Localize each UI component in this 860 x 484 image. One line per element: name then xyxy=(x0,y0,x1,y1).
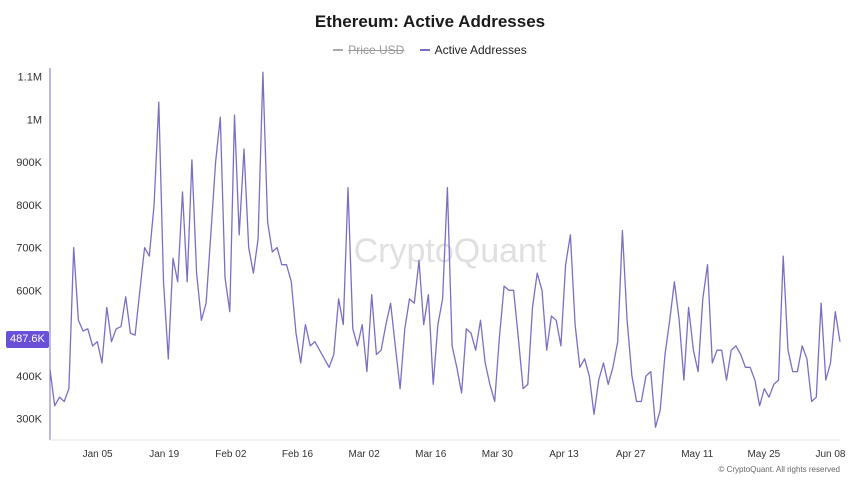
x-tick-label: May 25 xyxy=(747,449,780,460)
x-tick-label: Mar 02 xyxy=(349,449,381,460)
y-axis-ticks: 300K 400K 600K 700K 800K 900K 1M 1.1M xyxy=(16,72,42,426)
y-tick-label: 600K xyxy=(16,285,42,297)
x-tick-label: Feb 16 xyxy=(282,449,314,460)
y-tick-label: 800K xyxy=(16,200,42,212)
x-tick-label: Jan 05 xyxy=(83,449,113,460)
legend-label-active-addresses: Active Addresses xyxy=(434,43,527,57)
x-axis-ticks: Jan 05 Jan 19 Feb 02 Feb 16 Mar 02 Mar 16 Mar … xyxy=(83,449,846,460)
x-tick-label: Jun 08 xyxy=(815,449,845,460)
y-tick-label: 1.1M xyxy=(18,72,42,84)
x-tick-label: Apr 27 xyxy=(616,449,646,460)
legend: Price USD Active Addresses xyxy=(0,40,860,57)
x-tick-label: Mar 16 xyxy=(415,449,447,460)
y-tick-label: 300K xyxy=(16,414,42,426)
chart-title: Ethereum: Active Addresses xyxy=(314,12,546,31)
legend-label-price-usd: Price USD xyxy=(348,43,405,57)
x-tick-label: Mar 30 xyxy=(482,449,514,460)
current-value-badge: 487.6K xyxy=(6,331,49,348)
legend-item-active-addresses[interactable]: Active Addresses xyxy=(419,43,527,57)
x-tick-label: May 11 xyxy=(681,449,713,460)
series-line-active-addresses xyxy=(49,71,841,428)
y-tick-label: 900K xyxy=(16,157,42,169)
copyright-notice: © CryptoQuant. All rights reserved xyxy=(718,465,841,474)
y-tick-label: 400K xyxy=(16,371,42,383)
active-addresses-swatch-icon xyxy=(419,49,430,51)
x-tick-label: Apr 13 xyxy=(549,449,579,460)
y-tick-label: 700K xyxy=(16,243,42,255)
x-tick-label: Jan 19 xyxy=(149,449,179,460)
x-tick-label: Feb 02 xyxy=(215,449,247,460)
price-usd-swatch-icon xyxy=(333,49,344,51)
legend-item-price-usd[interactable]: Price USD xyxy=(333,43,404,57)
y-tick-label: 1M xyxy=(27,114,42,126)
